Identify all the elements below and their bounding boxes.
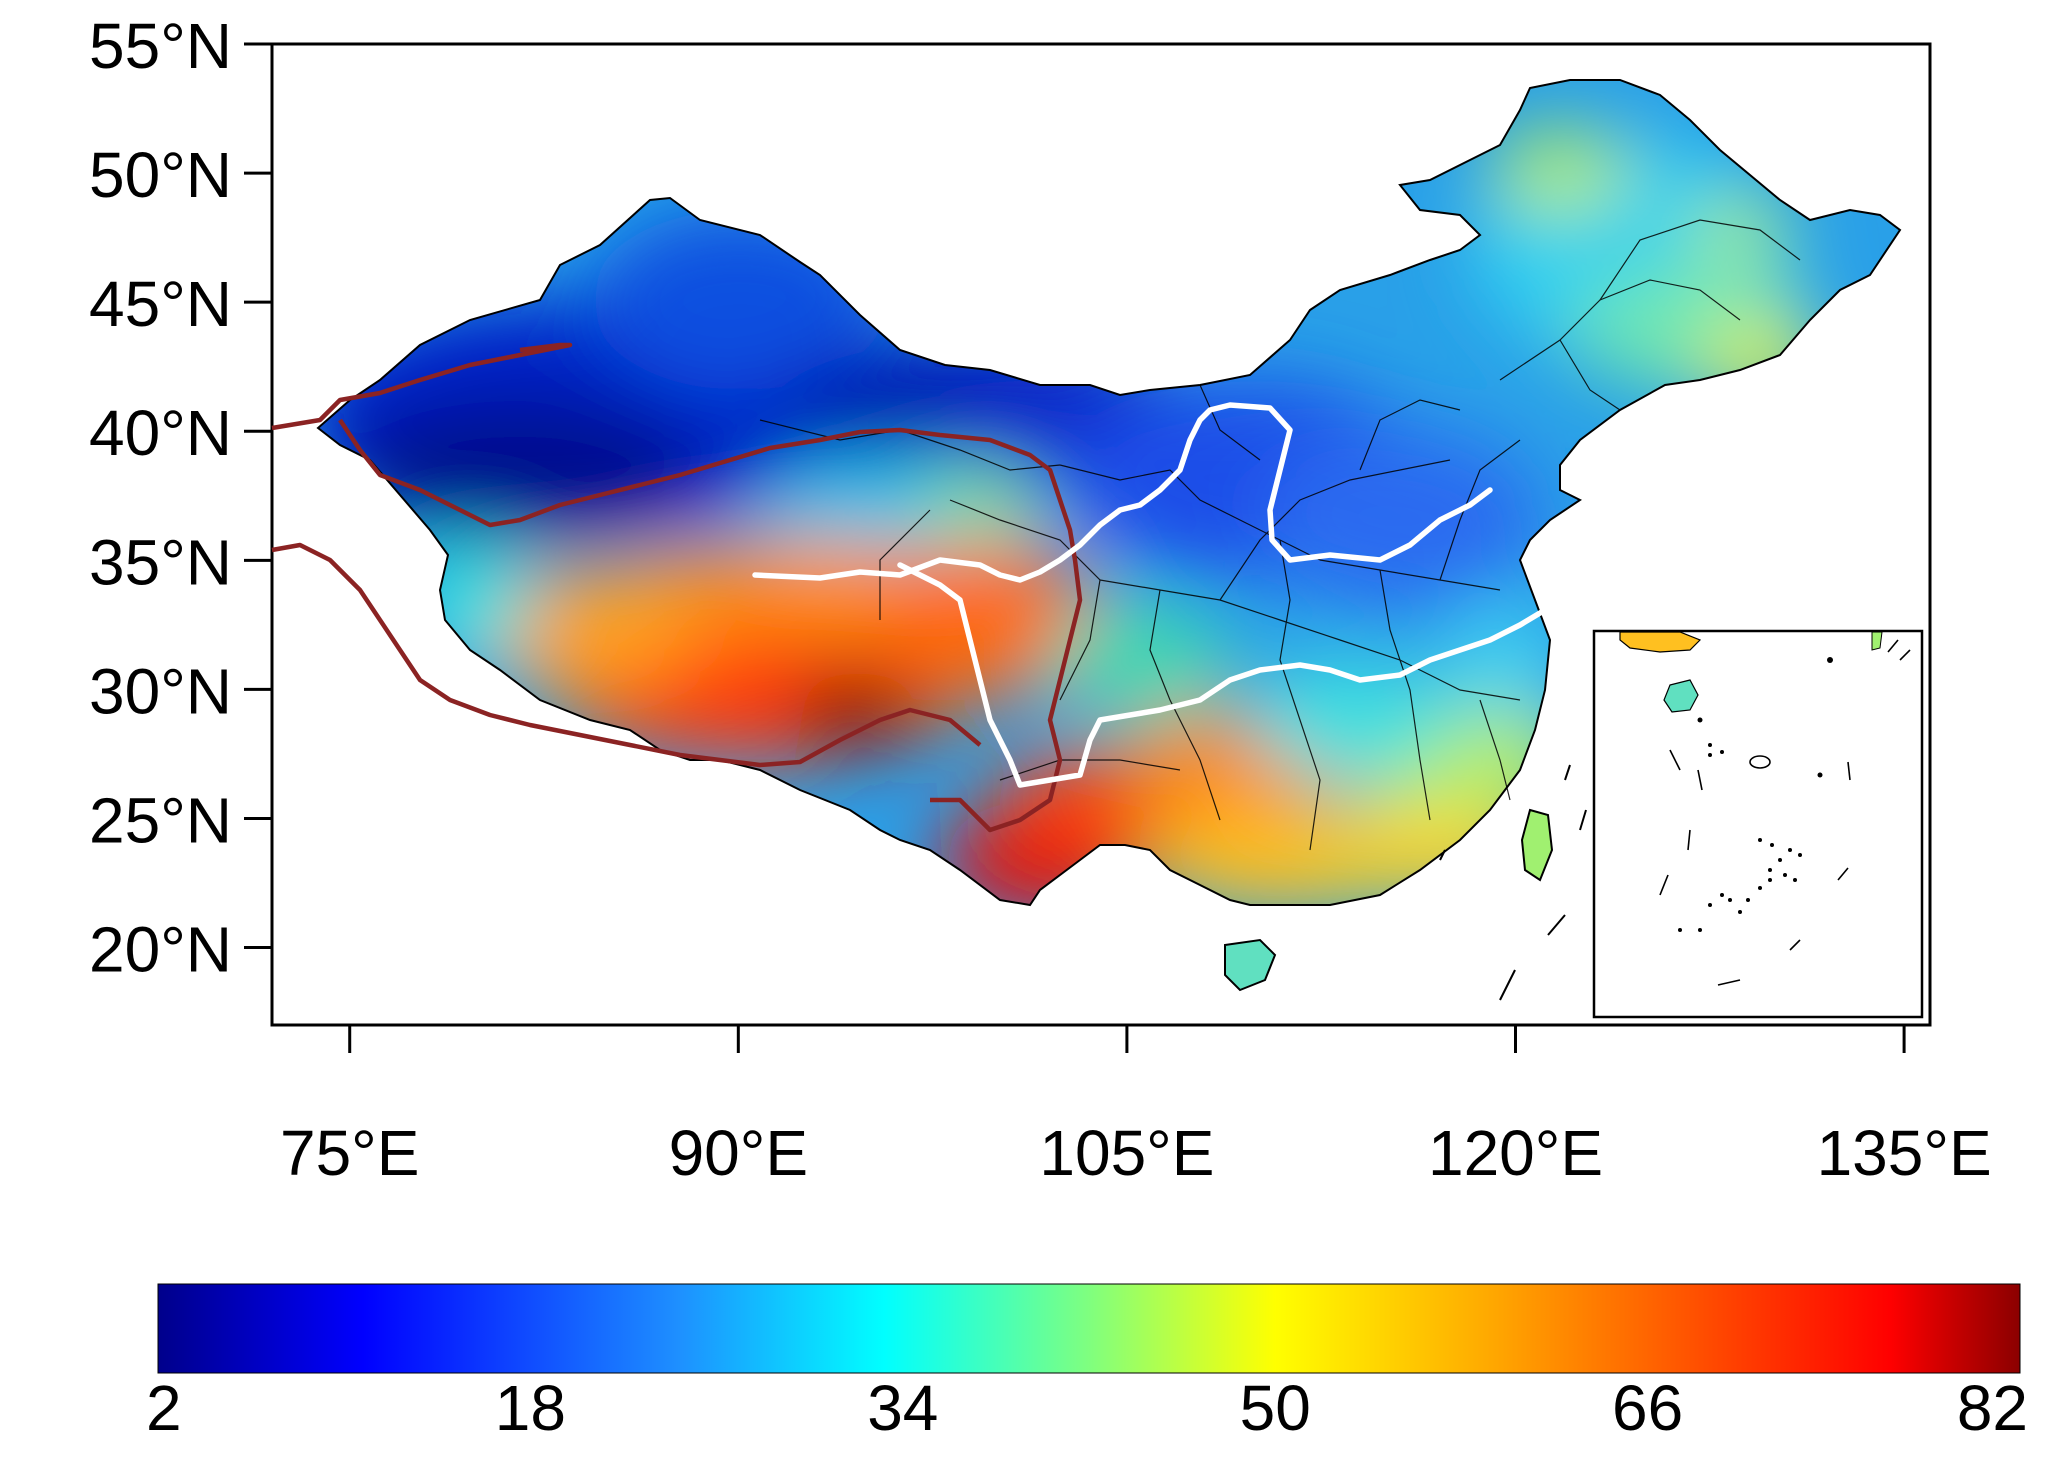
lon-tick-label: 75°E	[280, 1117, 419, 1189]
colorbar-tick-label: 34	[867, 1372, 938, 1444]
lon-tick-label: 90°E	[669, 1117, 808, 1189]
lat-tick-label: 50°N	[89, 139, 232, 211]
colorbar	[157, 1283, 2021, 1374]
lat-tick-label: 35°N	[89, 526, 232, 598]
lat-tick-label: 20°N	[89, 914, 232, 986]
colorbar-tick-label: 66	[1612, 1372, 1683, 1444]
lon-tick-label: 120°E	[1428, 1117, 1603, 1189]
lon-tick-label: 135°E	[1817, 1117, 1992, 1189]
plot-frame	[270, 42, 1932, 1027]
colorbar-gradient	[157, 1283, 2021, 1374]
longitude-ticks: 75°E 90°E 105°E 120°E 135°E	[280, 1025, 1992, 1189]
colorbar-tick-label: 50	[1240, 1372, 1311, 1444]
colorbar-ticks: 2 18 34 50 66 82	[146, 1372, 2028, 1444]
lat-tick-label: 45°N	[89, 268, 232, 340]
lat-tick-label: 30°N	[89, 655, 232, 727]
lat-tick-label: 55°N	[89, 10, 232, 82]
colorbar-tick-label: 2	[146, 1372, 182, 1444]
colorbar-tick-label: 18	[495, 1372, 566, 1444]
lat-tick-label: 40°N	[89, 397, 232, 469]
country-outline	[316, 79, 1902, 992]
province-lines	[759, 219, 1801, 851]
lon-tick-label: 105°E	[1039, 1117, 1214, 1189]
south-china-sea-inset	[1592, 629, 1924, 1019]
colorbar-tick-label: 82	[1957, 1372, 2028, 1444]
offshore-marks	[1439, 764, 1587, 1001]
lat-tick-label: 25°N	[89, 784, 232, 856]
divide-lines	[752, 402, 1548, 788]
region-outline	[271, 342, 1083, 833]
latitude-ticks: 55°N 50°N 45°N 40°N 35°N 30°N 25°N 20°N	[89, 10, 272, 986]
